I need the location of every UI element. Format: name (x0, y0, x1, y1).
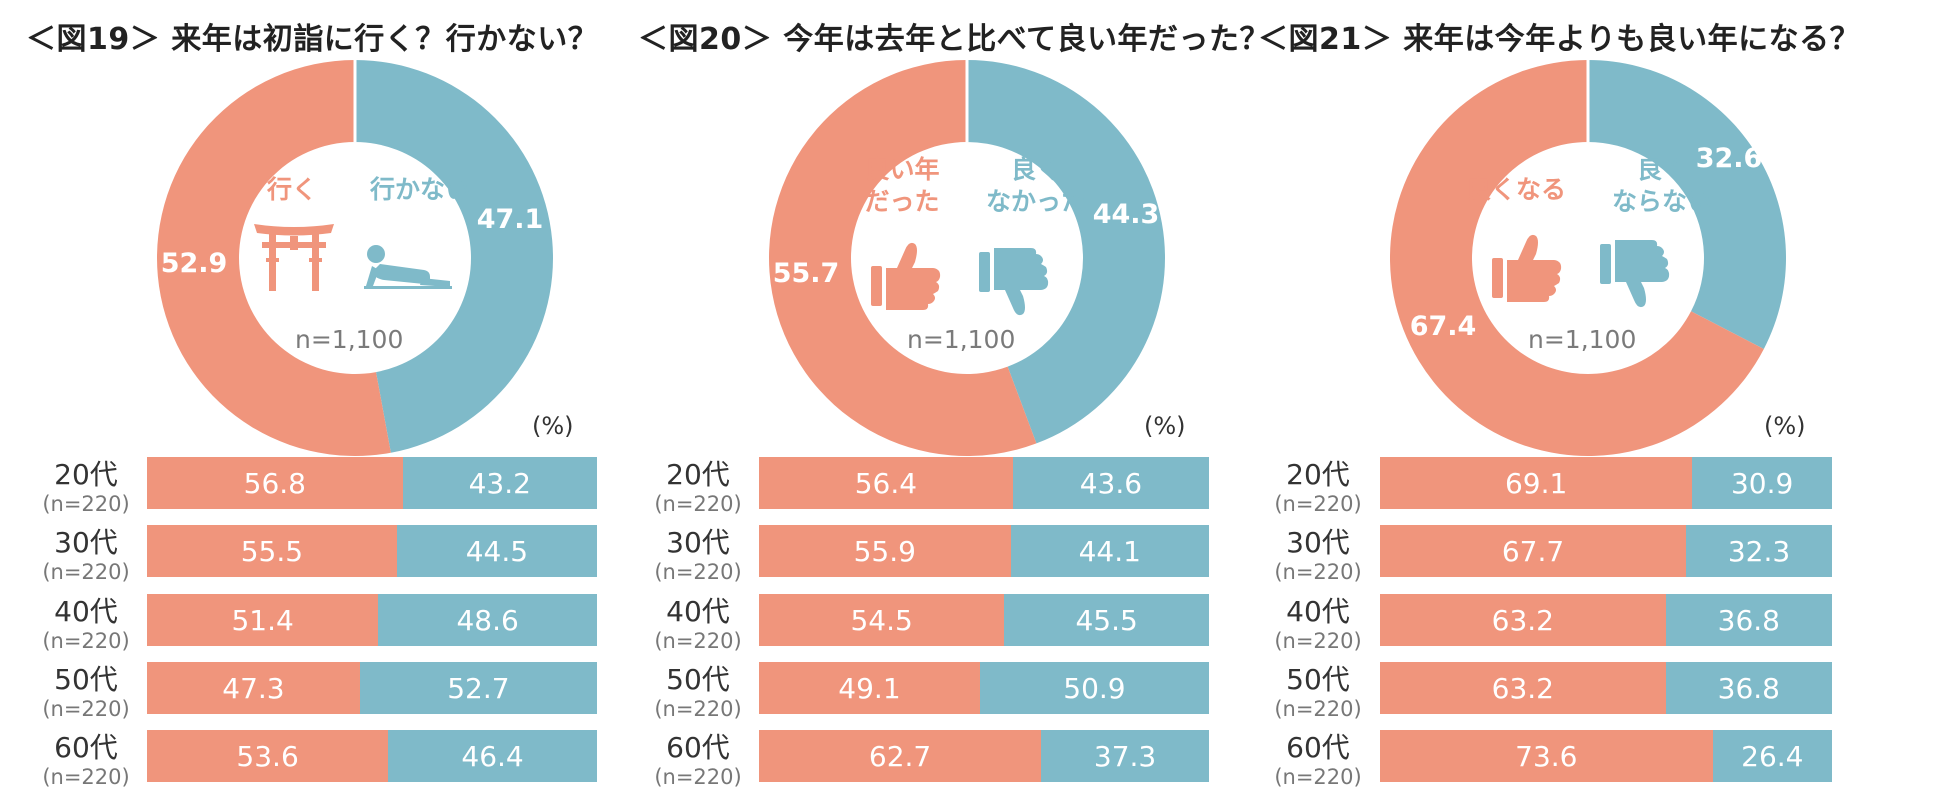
age-group-label: 30代 (54, 526, 118, 559)
age-group-label: 50代 (54, 663, 118, 696)
age-group-label: 50代 (1286, 663, 1350, 696)
unit-label: (%) (1144, 412, 1186, 440)
donut-value-label: 32.6 (1696, 143, 1763, 174)
donut-value-label: 44.3 (1093, 199, 1160, 230)
donut-category-label: 良くなる (1466, 175, 1566, 204)
bar-segment-negative: 45.5 (1004, 594, 1209, 646)
bar-segment-negative: 52.7 (359, 662, 597, 714)
sample-size-label: n=1,100 (1528, 325, 1636, 354)
chart-title: ＜図19＞ 来年は初詣に行く？行かない？ (26, 22, 599, 57)
donut-category-label: 行く (266, 175, 317, 204)
donut-slice-positive (156, 60, 391, 457)
bar-segment-negative: 48.6 (378, 594, 597, 646)
bar-segment-negative: 32.3 (1686, 525, 1832, 577)
chart-title: ＜図21＞ 来年は今年よりも良い年になる？ (1258, 22, 1861, 57)
donut-slice-positive (1390, 60, 1764, 456)
bar-segment-negative: 46.4 (388, 730, 597, 782)
chart-panel-fig19: ＜図19＞ 来年は初詣に行く？行かない？ 52.9 47.1 行く 行かない n=1,1… (0, 0, 640, 801)
bar-segment-positive: 55.5 (147, 525, 397, 577)
age-group-n-label: (n=220) (1274, 765, 1362, 789)
age-group-label: 40代 (1286, 595, 1350, 628)
bar-segment-negative: 50.9 (979, 662, 1209, 714)
age-group-label: 20代 (54, 458, 118, 491)
age-group-label: 40代 (54, 595, 118, 628)
donut-value-label: 67.4 (1410, 311, 1477, 342)
bar-segment-negative: 37.3 (1041, 730, 1209, 782)
age-group-n-label: (n=220) (654, 629, 742, 653)
chart-title: ＜図20＞ 今年は去年と比べて良い年だった？ (638, 22, 1270, 57)
bar-segment-positive: 51.4 (147, 594, 379, 646)
age-group-label: 20代 (666, 458, 730, 491)
donut-slice-negative (355, 60, 553, 453)
age-group-n-label: (n=220) (42, 560, 130, 584)
age-group-n-label: (n=220) (654, 560, 742, 584)
bar-segment-positive: 67.7 (1380, 525, 1686, 577)
bar-segment-positive: 53.6 (147, 730, 389, 782)
unit-label: (%) (532, 412, 574, 440)
age-group-n-label: (n=220) (42, 492, 130, 516)
thumbs-down-icon (979, 248, 1049, 316)
thumbs-down-icon (1600, 240, 1670, 308)
donut-category-label: 良くならない (1612, 155, 1712, 216)
bar-segment-positive: 63.2 (1380, 594, 1666, 646)
donut-slice-negative (967, 60, 1165, 444)
unit-label: (%) (1764, 412, 1806, 440)
age-group-n-label: (n=220) (1274, 629, 1362, 653)
bar-segment-negative: 44.1 (1010, 525, 1209, 577)
donut-slice-positive (769, 60, 1037, 456)
chart-panel-fig21: ＜図21＞ 来年は今年よりも良い年になる？ 67.4 32.6 良くなる 良くならない… (1232, 0, 1872, 801)
bar-segment-positive: 56.4 (759, 457, 1013, 509)
bar-segment-negative: 36.8 (1665, 662, 1832, 714)
bar-segment-positive: 55.9 (759, 525, 1011, 577)
bar-segment-positive: 73.6 (1380, 730, 1713, 782)
donut-value-label: 47.1 (477, 204, 544, 235)
bar-segment-positive: 54.5 (759, 594, 1005, 646)
bar-segment-positive: 69.1 (1380, 457, 1693, 509)
donut-slice-negative (1588, 60, 1786, 349)
bar-segment-positive: 63.2 (1380, 662, 1666, 714)
thumbs-up-icon (871, 242, 941, 310)
age-group-n-label: (n=220) (1274, 560, 1362, 584)
bar-segment-negative: 30.9 (1692, 457, 1832, 509)
age-group-n-label: (n=220) (654, 765, 742, 789)
age-group-n-label: (n=220) (42, 697, 130, 721)
age-group-label: 60代 (54, 731, 118, 764)
age-group-label: 30代 (666, 526, 730, 559)
bar-segment-negative: 43.2 (402, 457, 597, 509)
age-group-label: 30代 (1286, 526, 1350, 559)
age-group-label: 60代 (666, 731, 730, 764)
chart-panel-fig20: ＜図20＞ 今年は去年と比べて良い年だった？ 55.7 44.3 良い年だった 良くな… (612, 0, 1270, 801)
age-group-n-label: (n=220) (42, 629, 130, 653)
age-group-label: 60代 (1286, 731, 1350, 764)
sample-size-label: n=1,100 (907, 325, 1015, 354)
donut-value-label: 55.7 (773, 258, 840, 289)
bar-segment-positive: 56.8 (147, 457, 403, 509)
age-group-n-label: (n=220) (654, 697, 742, 721)
donut-chart: 67.4 32.6 良くなる 良くならない n=1,100 (1390, 60, 1786, 456)
bar-segment-negative: 36.8 (1665, 594, 1832, 646)
age-group-n-label: (n=220) (42, 765, 130, 789)
age-group-n-label: (n=220) (1274, 697, 1362, 721)
bar-segment-negative: 44.5 (396, 525, 597, 577)
donut-category-label: 良い年だった (864, 155, 939, 216)
person-lying-down-icon (364, 245, 452, 289)
donut-category-label: 行かない (369, 175, 470, 204)
donut-chart: 52.9 47.1 行く 行かない n=1,100 (156, 60, 553, 457)
age-group-label: 50代 (666, 663, 730, 696)
bar-segment-negative: 26.4 (1712, 730, 1832, 782)
torii-gate-icon (254, 224, 334, 291)
donut-value-label: 52.9 (161, 248, 228, 279)
bar-segment-negative: 43.6 (1012, 457, 1209, 509)
age-group-n-label: (n=220) (1274, 492, 1362, 516)
age-group-n-label: (n=220) (654, 492, 742, 516)
age-group-label: 20代 (1286, 458, 1350, 491)
bar-segment-positive: 47.3 (147, 662, 360, 714)
sample-size-label: n=1,100 (295, 325, 403, 354)
bar-segment-positive: 49.1 (759, 662, 980, 714)
age-group-label: 40代 (666, 595, 730, 628)
bar-segment-positive: 62.7 (759, 730, 1042, 782)
donut-category-label: 良くなかった (986, 155, 1086, 216)
thumbs-up-icon (1492, 234, 1562, 302)
